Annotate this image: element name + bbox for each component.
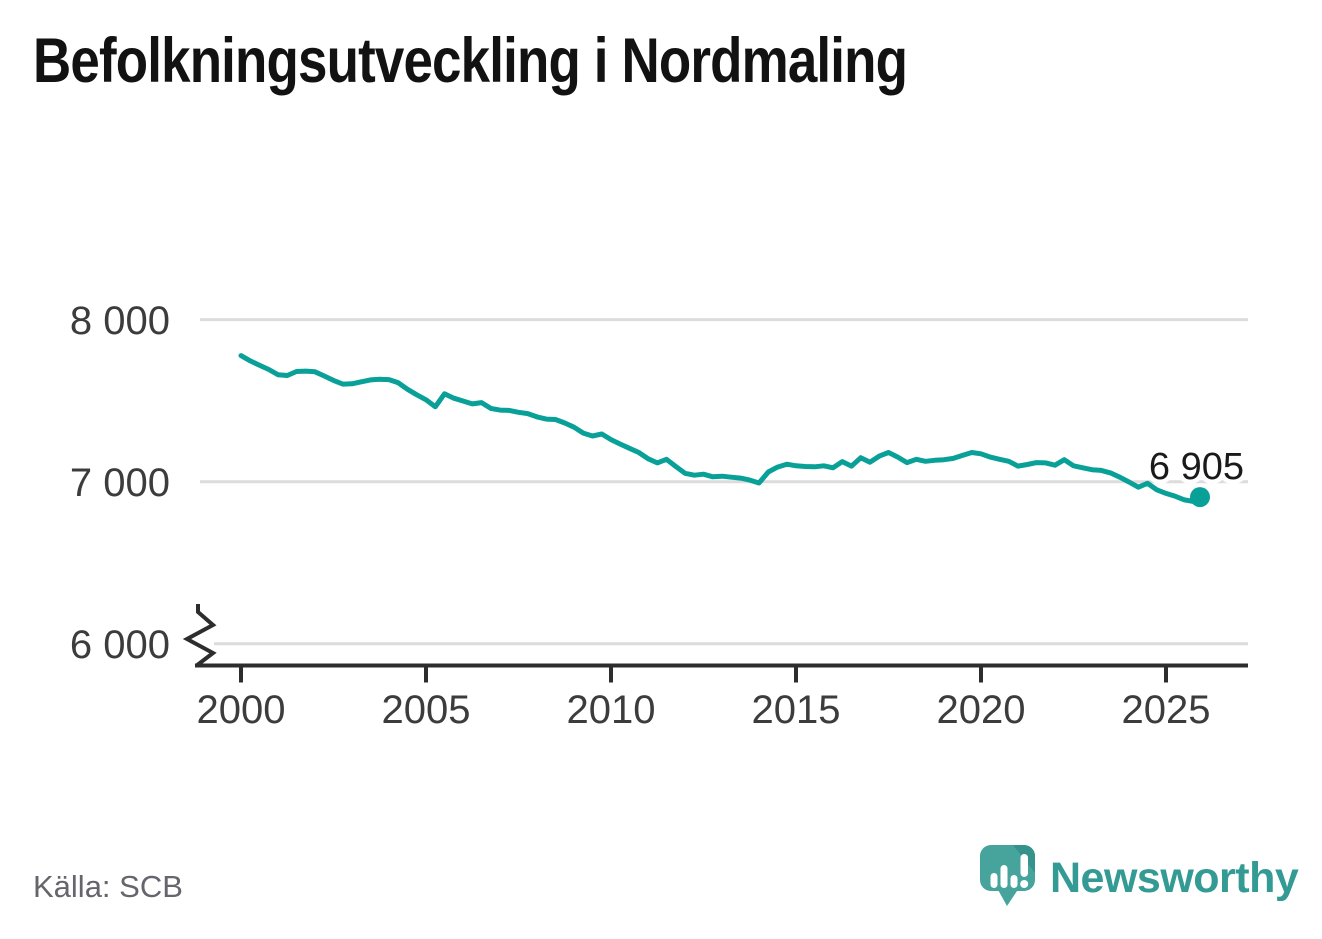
logo-bar-chart-glyph [990,854,1029,888]
newsworthy-logo: Newsworthy [979,843,1299,913]
end-dot [1190,487,1210,508]
x-tick-label-2010: 2010 [567,688,656,732]
x-tick-label-2015: 2015 [752,688,841,732]
line-series [238,353,1210,508]
gridlines [200,318,1248,646]
speech-bubble-bar-chart-icon [980,845,1035,906]
end-value-label: 6 905 [1149,446,1244,488]
axis-break-icon [182,604,217,668]
y-tick-label-6000: 6 000 [70,623,170,667]
y-tick-label-7000: 7 000 [70,461,170,505]
x-tick-label-2020: 2020 [937,688,1026,732]
x-tick-label-2000: 2000 [197,688,286,732]
population-line [238,353,1203,504]
page-title: Befolkningsutveckling i Nordmaling [33,26,908,96]
source-note: Källa: SCB [33,869,183,904]
x-axis [182,604,1248,683]
y-tick-label-8000: 8 000 [70,299,170,343]
logo-bubble-tail [997,888,1019,906]
x-tick-label-2005: 2005 [382,688,471,732]
logo-wordmark: Newsworthy [1050,854,1299,902]
x-tick-label-2025: 2025 [1122,688,1211,732]
